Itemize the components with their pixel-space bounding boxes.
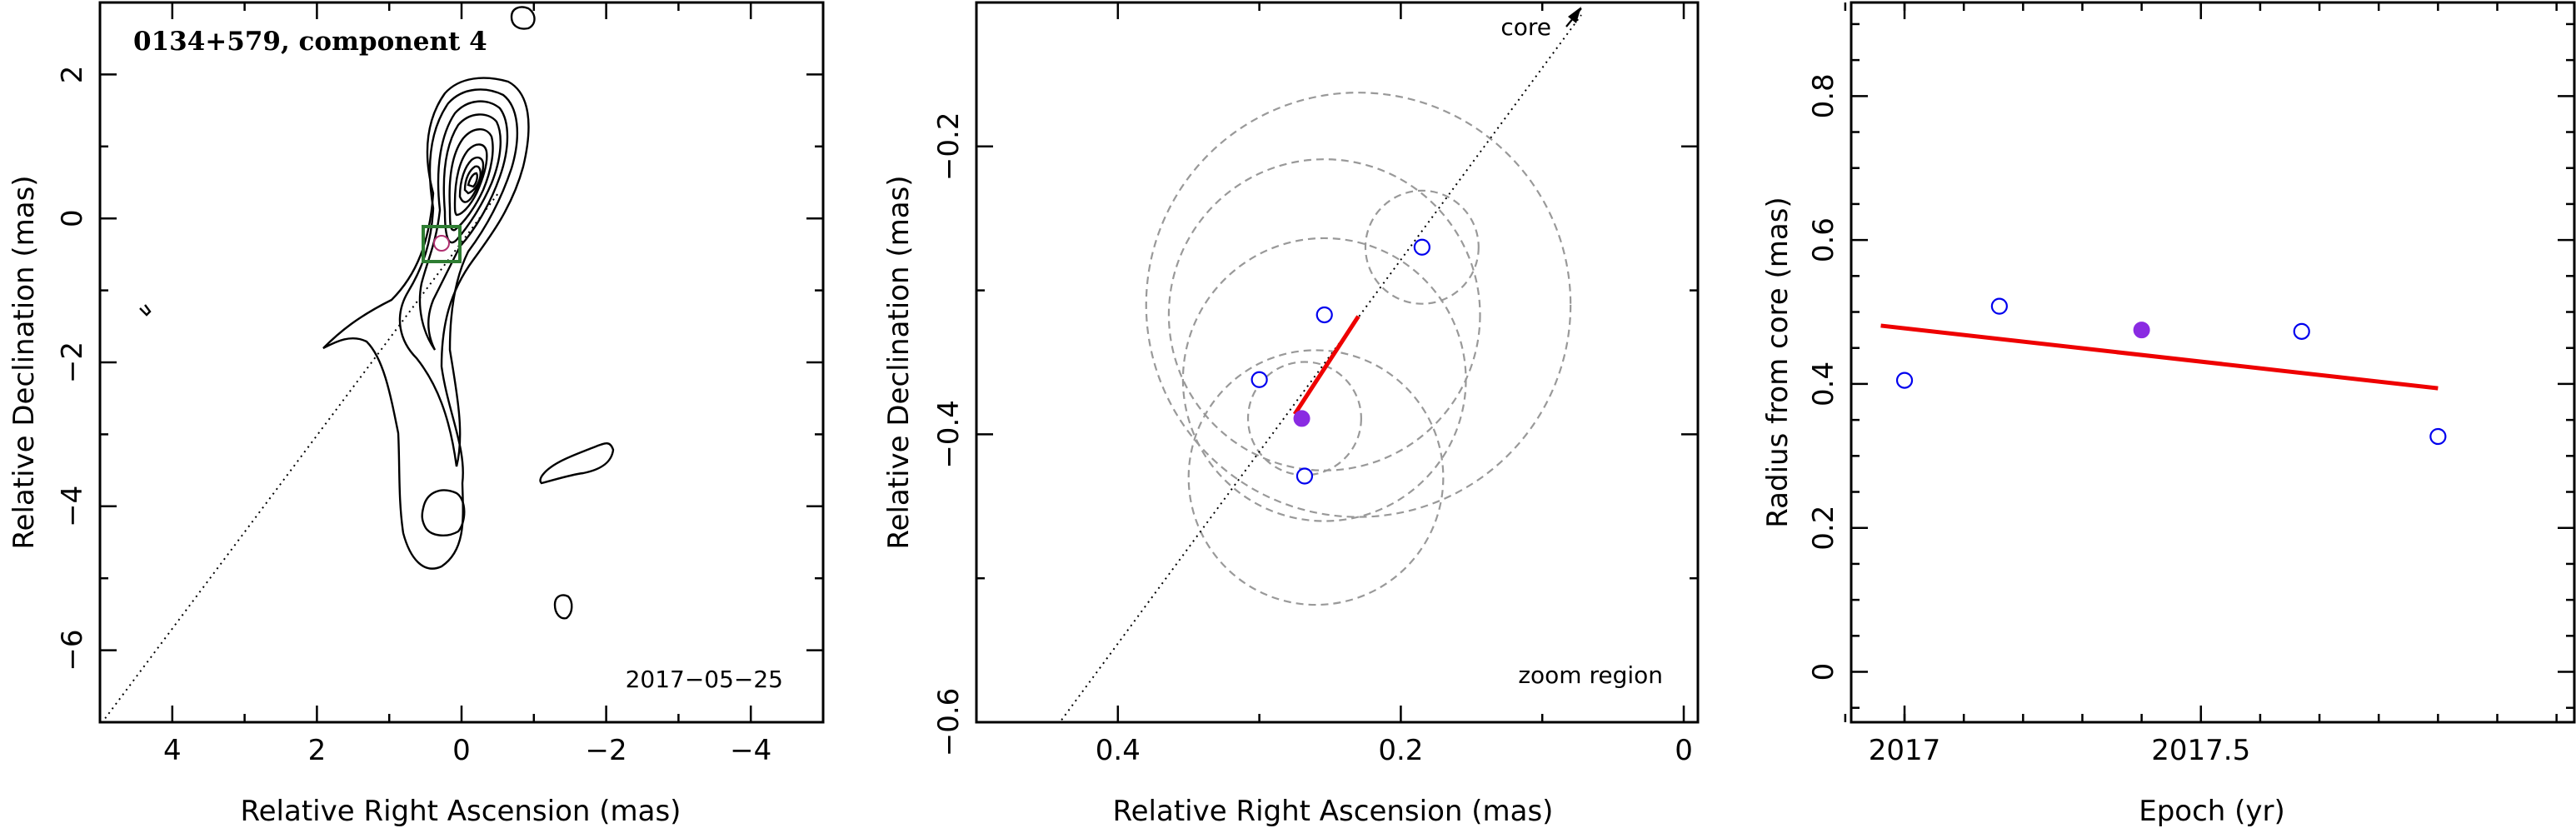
trajectory-line-2: [1058, 14, 1582, 722]
panel-zoom-region: 0.4 0.2 0 −0.2 −0.4 −0.6 core zoom region Rel…: [882, 1, 1700, 828]
fit-segment: [1292, 315, 1360, 416]
x-tick-label: 0.2: [1378, 734, 1423, 767]
plot-frame-2: [975, 1, 1700, 724]
core-label: core: [1500, 13, 1551, 41]
panel-radius-vs-epoch: 2017 2017.5 0 0.2 0.4 0.6 0.8 Epoch (yr) Radiu…: [1761, 1, 2576, 828]
x-tick-label: 2017.5: [2151, 734, 2250, 767]
component-position-open: [1251, 371, 1268, 388]
y-tick-label: −6: [56, 630, 89, 671]
component-position-open: [1295, 467, 1314, 485]
error-circles: [1145, 92, 1572, 606]
y-axis-label-1: Relative Declination (mas): [7, 175, 41, 549]
error-circle: [1167, 158, 1481, 471]
x-tick-label: 2: [308, 734, 327, 767]
y-tick-label: −0.6: [932, 688, 966, 757]
source-contours: [139, 6, 615, 620]
x-axis-label-1: Relative Right Ascension (mas): [241, 795, 681, 828]
x-tick-label: −2: [586, 734, 627, 767]
x-tick-label: −4: [730, 734, 771, 767]
radius-point-current: [2133, 322, 2150, 339]
axis-ticks-2: 0.4 0.2 0 −0.2 −0.4 −0.6: [932, 1, 1698, 767]
axis-ticks-1: 4 2 0 −2 −4 2 0 −2 −4 −6: [56, 1, 825, 767]
error-circle: [1187, 349, 1445, 606]
core-direction-arrow: [1565, 7, 1582, 27]
x-tick-label: 2017: [1869, 734, 1941, 767]
radius-point-open: [2293, 322, 2310, 340]
panel1-title: 0134+579, component 4: [133, 27, 487, 57]
error-circle: [1181, 237, 1467, 522]
y-axis-label-3: Radius from core (mas): [1761, 197, 1795, 527]
component-positions: [1251, 238, 1430, 485]
component-box: [422, 225, 462, 263]
error-circle: [1364, 189, 1480, 305]
x-tick-label: 4: [163, 734, 182, 767]
y-tick-label: 0.8: [1807, 73, 1840, 118]
zoom-region-label: zoom region: [1518, 661, 1663, 689]
y-tick-label: −0.2: [932, 112, 966, 182]
y-tick-label: 0.6: [1807, 217, 1840, 262]
trajectory-line-1: [101, 192, 499, 722]
fit-segment-line: [1292, 315, 1360, 416]
x-tick-label: 0: [452, 734, 471, 767]
component-core-marker: [433, 235, 450, 252]
y-tick-label: −4: [56, 486, 89, 527]
y-tick-label: 0: [1807, 663, 1840, 681]
radius-point-open: [1990, 297, 2008, 315]
radius-points: [1895, 297, 2447, 446]
axis-ticks-3: 2017 2017.5 0 0.2 0.4 0.6 0.8: [1807, 2, 2574, 767]
y-axis-label-2: Relative Declination (mas): [882, 175, 916, 549]
component-position-open: [1315, 306, 1333, 324]
y-tick-label: 0.2: [1807, 506, 1840, 551]
arrow-head-icon: [1568, 7, 1581, 23]
x-axis-label-2: Relative Right Ascension (mas): [1113, 795, 1554, 828]
y-tick-label: −2: [56, 342, 89, 383]
component-marker: [422, 225, 462, 263]
panel-contour-map: 4 2 0 −2 −4 2 0 −2 −4 −6 0134+579, component 4 20…: [7, 1, 825, 828]
x-tick-label: 0: [1675, 734, 1693, 767]
y-tick-label: −0.4: [932, 400, 966, 469]
y-tick-label: 0.4: [1807, 362, 1840, 407]
radius-point-open: [2429, 427, 2447, 446]
y-tick-label: 0: [56, 209, 89, 227]
plot-frame-3: [1850, 1, 2576, 724]
plot-frame-1: [98, 1, 825, 724]
x-tick-label: 0.4: [1096, 734, 1141, 767]
observation-date: 2017−05−25: [626, 666, 783, 693]
component-position-current: [1293, 410, 1310, 427]
radius-fit: [1880, 323, 2439, 391]
x-axis-label-3: Epoch (yr): [2139, 795, 2285, 828]
error-circle: [1145, 92, 1572, 518]
radius-fit-line: [1880, 323, 2439, 391]
component-position-open: [1413, 238, 1430, 256]
radius-point-open: [1895, 372, 1914, 389]
y-tick-label: 2: [56, 66, 89, 84]
